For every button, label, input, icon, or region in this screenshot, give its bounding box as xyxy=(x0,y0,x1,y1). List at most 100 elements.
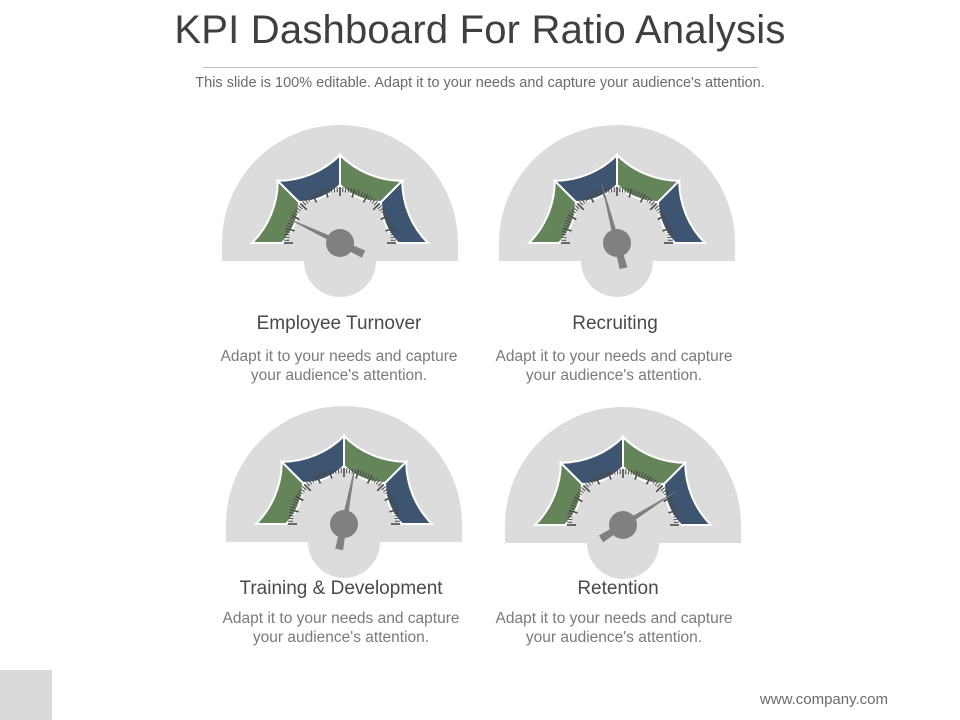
gauge-tick xyxy=(373,478,378,484)
gauge-label-recruiting: Recruiting xyxy=(572,313,658,334)
gauge-tick xyxy=(607,187,610,193)
gauge-tick xyxy=(579,201,584,206)
gauge-tick xyxy=(379,207,384,212)
gauge-tick xyxy=(292,212,298,216)
gauge-tick xyxy=(639,192,643,198)
gauge-tick xyxy=(351,188,356,198)
gauge-tick xyxy=(298,490,304,495)
gauge-tick xyxy=(576,202,585,211)
gauge-tick xyxy=(643,473,647,479)
gauge-tick xyxy=(366,473,370,479)
gauge-hub-tab xyxy=(308,542,380,578)
gauge-tick xyxy=(644,195,648,201)
gauge-tick xyxy=(646,197,651,203)
gauge-tick xyxy=(585,483,590,488)
gauge-tick xyxy=(656,483,661,488)
gauge-tick xyxy=(371,476,375,482)
gauge-tick xyxy=(604,188,607,194)
gauge-tick xyxy=(568,509,578,514)
gauge-tick xyxy=(573,207,578,212)
gauge-tick xyxy=(657,214,666,221)
gauge-tick xyxy=(354,469,357,475)
gauge-dial xyxy=(499,125,735,297)
gauge-tick xyxy=(385,227,395,232)
gauge-tick xyxy=(616,469,619,475)
gauge-tick xyxy=(364,472,368,478)
gauge-tick xyxy=(326,470,329,476)
gauge-tick xyxy=(568,214,577,221)
gauge-tick xyxy=(382,212,388,216)
gauge-tick xyxy=(288,514,294,517)
gauge-tick xyxy=(388,225,394,228)
gauge-tick xyxy=(593,191,597,197)
gauge-tick xyxy=(373,201,378,206)
gauge-needle-hub xyxy=(326,229,354,257)
gauge-tick xyxy=(671,507,677,510)
gauge-tick xyxy=(570,504,576,508)
gauge-tick xyxy=(663,491,669,496)
gauge-tick xyxy=(574,496,583,503)
gauge-needle-hub xyxy=(330,510,358,538)
gauge-tick xyxy=(610,187,613,193)
gauge-tick xyxy=(613,469,616,475)
gauge-tick xyxy=(650,477,654,483)
gauge-dial xyxy=(226,406,462,578)
gauge-tick xyxy=(561,236,567,239)
gauge-tick xyxy=(302,201,307,206)
gauge-tick xyxy=(640,472,644,478)
gauge-tick xyxy=(391,503,397,507)
gauge-tick xyxy=(575,205,580,210)
gauge-tick xyxy=(561,233,567,236)
gauge-hub-tab xyxy=(581,261,653,297)
gauge-employee-turnover xyxy=(220,125,460,297)
gauge-tick xyxy=(302,486,307,491)
gauge-tick xyxy=(591,192,595,198)
gauge-tick xyxy=(654,481,659,486)
slide-title: KPI Dashboard For Ratio Analysis xyxy=(174,8,786,52)
gauge-tick xyxy=(657,209,663,214)
gauge-tick xyxy=(313,476,317,482)
gauge-tick xyxy=(333,187,336,193)
gauge-tick xyxy=(652,479,657,485)
gauge-tick xyxy=(381,486,386,491)
gauge-tick xyxy=(582,484,591,493)
gauge-tick xyxy=(630,469,633,475)
gauge-tick xyxy=(316,191,320,197)
gauge-tick xyxy=(569,212,575,216)
gauge-tick xyxy=(664,222,670,226)
gauge-tick xyxy=(348,468,351,474)
gauge-tick xyxy=(387,222,393,226)
gauge-tick xyxy=(668,509,678,514)
gauge-tick xyxy=(311,194,318,203)
gauge-tick xyxy=(571,209,577,214)
gauge-tick xyxy=(589,479,594,485)
gauge-tick xyxy=(594,476,601,485)
gauge-tick xyxy=(599,473,603,479)
gauge-tick xyxy=(347,187,350,193)
gauge-tick xyxy=(331,469,334,475)
gauge-tick xyxy=(564,222,570,226)
gauge-tick xyxy=(656,207,661,212)
gauge-recruiting xyxy=(497,125,737,297)
gauge-tick xyxy=(624,187,627,193)
gauge-tick xyxy=(377,482,382,487)
gauge-retention xyxy=(503,407,743,579)
gauge-hub-tab xyxy=(304,261,376,297)
gauge-tick xyxy=(309,195,313,201)
gauge-tick xyxy=(390,236,396,239)
gauge-tick xyxy=(320,472,324,478)
gauge-tick xyxy=(344,187,347,193)
gauge-tick xyxy=(596,190,600,196)
description-line: your audience's attention. xyxy=(525,367,703,384)
gauge-tick xyxy=(639,194,646,203)
gauge-tick xyxy=(645,474,649,480)
gauge-tick xyxy=(597,474,601,480)
gauge-tick xyxy=(300,488,305,493)
description-line: Adapt it to your needs and capture xyxy=(220,348,458,365)
gauge-tick xyxy=(566,217,572,221)
gauge-tick xyxy=(315,475,322,484)
gauge-tick xyxy=(288,517,294,520)
gauge-tick xyxy=(383,488,388,493)
gauge-tick xyxy=(286,225,292,228)
gauge-tick xyxy=(669,501,675,505)
